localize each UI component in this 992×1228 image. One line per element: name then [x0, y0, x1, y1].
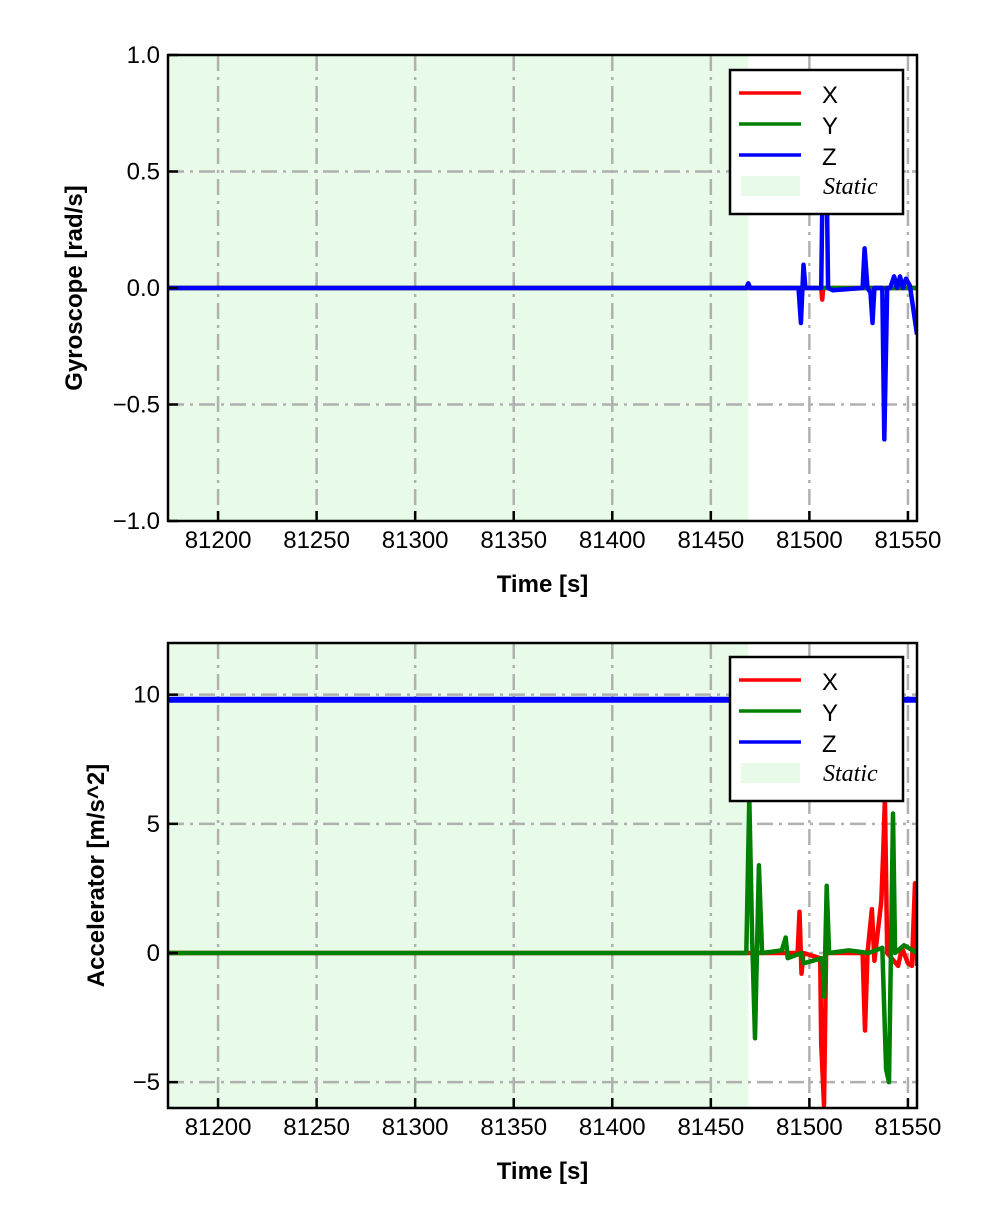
y-tick-label: 5: [147, 811, 160, 838]
axes-frame: [166, 641, 919, 1110]
static-region: [168, 643, 749, 1108]
legend-label-static: Static: [823, 761, 878, 787]
y-tick-label: −1.0: [113, 508, 160, 535]
x-axis-label: Time [s]: [497, 571, 589, 598]
x-tick-label: 81300: [382, 1114, 449, 1141]
x-tick-label: 81400: [579, 527, 646, 554]
x-tick-label: 81550: [875, 527, 942, 554]
legend-label-z: Z: [822, 731, 837, 758]
y-tick-label: 1.0: [127, 42, 160, 69]
x-tick-label: 81350: [480, 527, 547, 554]
legend-label-static: Static: [823, 174, 878, 200]
y-axis-label: Gyroscope [rad/s]: [61, 185, 88, 390]
legend-label-x: X: [822, 669, 838, 696]
legend-swatch-static: [741, 763, 800, 783]
x-tick-label: 81400: [579, 1114, 646, 1141]
legend-label-y: Y: [822, 700, 838, 727]
axes-frame: [166, 53, 919, 523]
x-tick-label: 81200: [185, 527, 252, 554]
series-line-z: [168, 134, 917, 442]
series-group: [168, 134, 917, 442]
x-tick-label: 81250: [283, 1114, 350, 1141]
legend: XYZ Static: [728, 68, 905, 216]
legend-label-y: Y: [822, 113, 838, 140]
x-tick-label: 81200: [185, 1114, 252, 1141]
y-tick-label: 0.5: [127, 159, 160, 186]
legend-label-x: X: [822, 82, 838, 109]
subplot-accelerator: 81200 81250 81300 81350 81400 81450 81500 81550…: [83, 641, 942, 1185]
x-tick-label: 81450: [677, 1114, 744, 1141]
legend: XYZ Static: [728, 655, 905, 803]
x-tick-label: 81500: [776, 527, 843, 554]
x-tick-label: 81450: [677, 527, 744, 554]
legend-swatch-static: [741, 176, 800, 196]
y-tick-label: −5: [133, 1069, 160, 1096]
x-tick-label: 81550: [875, 1114, 942, 1141]
y-tick-label: 10: [133, 682, 160, 709]
y-tick-label: 0: [147, 940, 160, 967]
x-axis-label: Time [s]: [497, 1158, 589, 1185]
x-tick-label: 81300: [382, 527, 449, 554]
y-axis-label: Accelerator [m/s^2]: [83, 764, 110, 987]
x-tick-label: 81500: [776, 1114, 843, 1141]
legend-label-z: Z: [822, 144, 837, 171]
y-tick-label: −0.5: [113, 392, 160, 419]
x-tick-label: 81350: [480, 1114, 547, 1141]
x-tick-label: 81250: [283, 527, 350, 554]
y-tick-label: 0.0: [127, 275, 160, 302]
subplot-gyroscope: 81200 81250 81300 81350 81400 81450 81500 81550…: [61, 42, 941, 598]
series-line-y: [168, 795, 917, 1085]
